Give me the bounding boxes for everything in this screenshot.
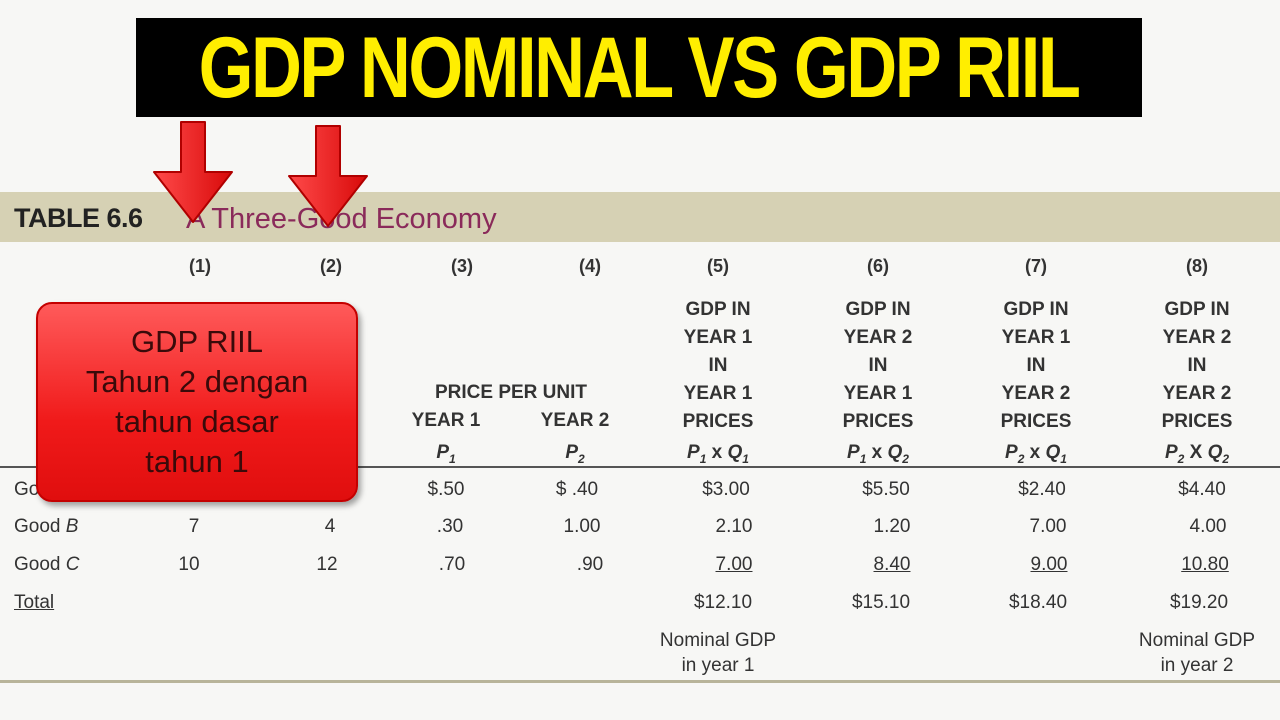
gdp-header-line: GDP IN (845, 299, 911, 320)
gdp-header-line: YEAR 2 (1162, 327, 1232, 348)
col-num-3: (3) (451, 256, 473, 276)
cell-b-1: 7 (188, 516, 200, 537)
gdp-header-line: IN (1026, 355, 1046, 376)
gdp-header-line: YEAR 1 (843, 383, 913, 404)
col-num-2: (2) (320, 256, 342, 276)
gdp-header-line: IN (868, 355, 888, 376)
formula-p1: P1 (436, 442, 456, 466)
cell-total-5: $12.10 (693, 592, 753, 613)
cell-b-5: 2.10 (715, 516, 753, 537)
footnote-nominal-year-1: Nominal GDP in year 1 (660, 628, 776, 678)
cell-a-5: $3.00 (702, 479, 750, 500)
gdp-header-line: IN (708, 355, 728, 376)
price-year-2-header: YEAR 2 (540, 410, 610, 431)
banner-title: GDP NOMINAL VS GDP RIIL (199, 19, 1081, 116)
gdp-header-line: GDP IN (1164, 299, 1230, 320)
formula-p1q2: P1 x Q2 (847, 442, 909, 466)
gdp-header-line: YEAR 2 (1162, 383, 1232, 404)
title-banner: GDP NOMINAL VS GDP RIIL (136, 18, 1142, 117)
footnote-line: Nominal GDP (1138, 630, 1256, 651)
cell-a-8: $4.40 (1178, 479, 1226, 500)
gdp-header-line: YEAR 1 (683, 383, 753, 404)
cell-b-8: 4.00 (1189, 516, 1227, 537)
cell-a-6: $5.50 (862, 479, 910, 500)
cell-b-7: 7.00 (1029, 516, 1067, 537)
price-year-1-header: YEAR 1 (411, 410, 481, 431)
col-num-6: (6) (867, 256, 889, 276)
col-num-8: (8) (1186, 256, 1208, 276)
table-title-band (0, 192, 1280, 242)
gdp-header-line: YEAR 2 (1001, 383, 1071, 404)
note-line: tahun dasar (115, 404, 279, 439)
cell-b-3: .30 (436, 516, 464, 537)
cell-a-4: $ .40 (555, 479, 599, 500)
cell-b-4: 1.00 (563, 516, 601, 537)
down-arrow-icon (153, 121, 233, 223)
row-label-a: Go (14, 479, 40, 500)
cell-total-6: $15.10 (851, 592, 911, 613)
gdp-header-line: PRICES (1161, 411, 1233, 432)
footnote-line: in year 1 (681, 655, 755, 676)
col-num-7: (7) (1025, 256, 1047, 276)
note-line: Tahun 2 dengan (85, 364, 309, 399)
table-label: TABLE 6.6 (14, 203, 143, 233)
gdp-header-line: YEAR 1 (1001, 327, 1071, 348)
gdp-header-col8: GDP IN YEAR 2 IN YEAR 2 PRICES (1162, 296, 1233, 436)
gdp-header-line: GDP IN (1003, 299, 1069, 320)
cell-total-7: $18.40 (1008, 592, 1068, 613)
cell-a-7: $2.40 (1018, 479, 1066, 500)
formula-p2q1: P2 x Q1 (1005, 442, 1067, 466)
gdp-header-line: PRICES (842, 411, 914, 432)
price-per-unit-header: PRICE PER UNIT (434, 382, 588, 403)
gdp-header-col7: GDP IN YEAR 1 IN YEAR 2 PRICES (1001, 296, 1072, 436)
gdp-header-line: YEAR 1 (683, 327, 753, 348)
footnote-nominal-year-2: Nominal GDP in year 2 (1139, 628, 1255, 678)
row-label-c: Good C (14, 554, 80, 575)
gdp-header-line: YEAR 2 (843, 327, 913, 348)
col-num-4: (4) (579, 256, 601, 276)
row-label-total: Total (14, 592, 55, 613)
cell-c-5: 7.00 (715, 554, 753, 575)
bottom-rule (0, 680, 1280, 683)
col-num-1: (1) (189, 256, 211, 276)
cell-a-3: $.50 (427, 479, 465, 500)
real-gdp-note-box: GDP RIIL Tahun 2 dengan tahun dasar tahu… (36, 302, 358, 502)
footnote-line: Nominal GDP (659, 630, 777, 651)
cell-c-1: 10 (178, 554, 200, 575)
col-num-5: (5) (707, 256, 729, 276)
cell-c-4: .90 (576, 554, 604, 575)
down-arrow-icon (288, 125, 368, 227)
gdp-header-col5: GDP IN YEAR 1 IN YEAR 1 PRICES (683, 296, 754, 436)
footnote-line: in year 2 (1160, 655, 1234, 676)
gdp-header-line: PRICES (1000, 411, 1072, 432)
gdp-header-col6: GDP IN YEAR 2 IN YEAR 1 PRICES (843, 296, 914, 436)
cell-c-7: 9.00 (1030, 554, 1068, 575)
cell-c-8: 10.80 (1181, 554, 1229, 575)
gdp-header-line: PRICES (682, 411, 754, 432)
note-line: tahun 1 (145, 444, 249, 479)
gdp-header-line: IN (1187, 355, 1207, 376)
cell-b-2: 4 (324, 516, 336, 537)
cell-b-6: 1.20 (873, 516, 911, 537)
cell-c-3: .70 (438, 554, 466, 575)
formula-p2q2: P2 X Q2 (1164, 442, 1230, 466)
cell-c-2: 12 (316, 554, 338, 575)
formula-p2: P2 (565, 442, 585, 466)
formula-p1q1: P1 x Q1 (687, 442, 749, 466)
row-label-b: Good B (14, 516, 79, 537)
note-line: GDP RIIL (130, 324, 264, 359)
gdp-header-line: GDP IN (685, 299, 751, 320)
cell-c-6: 8.40 (873, 554, 911, 575)
cell-total-8: $19.20 (1169, 592, 1229, 613)
header-rule (0, 466, 1280, 468)
